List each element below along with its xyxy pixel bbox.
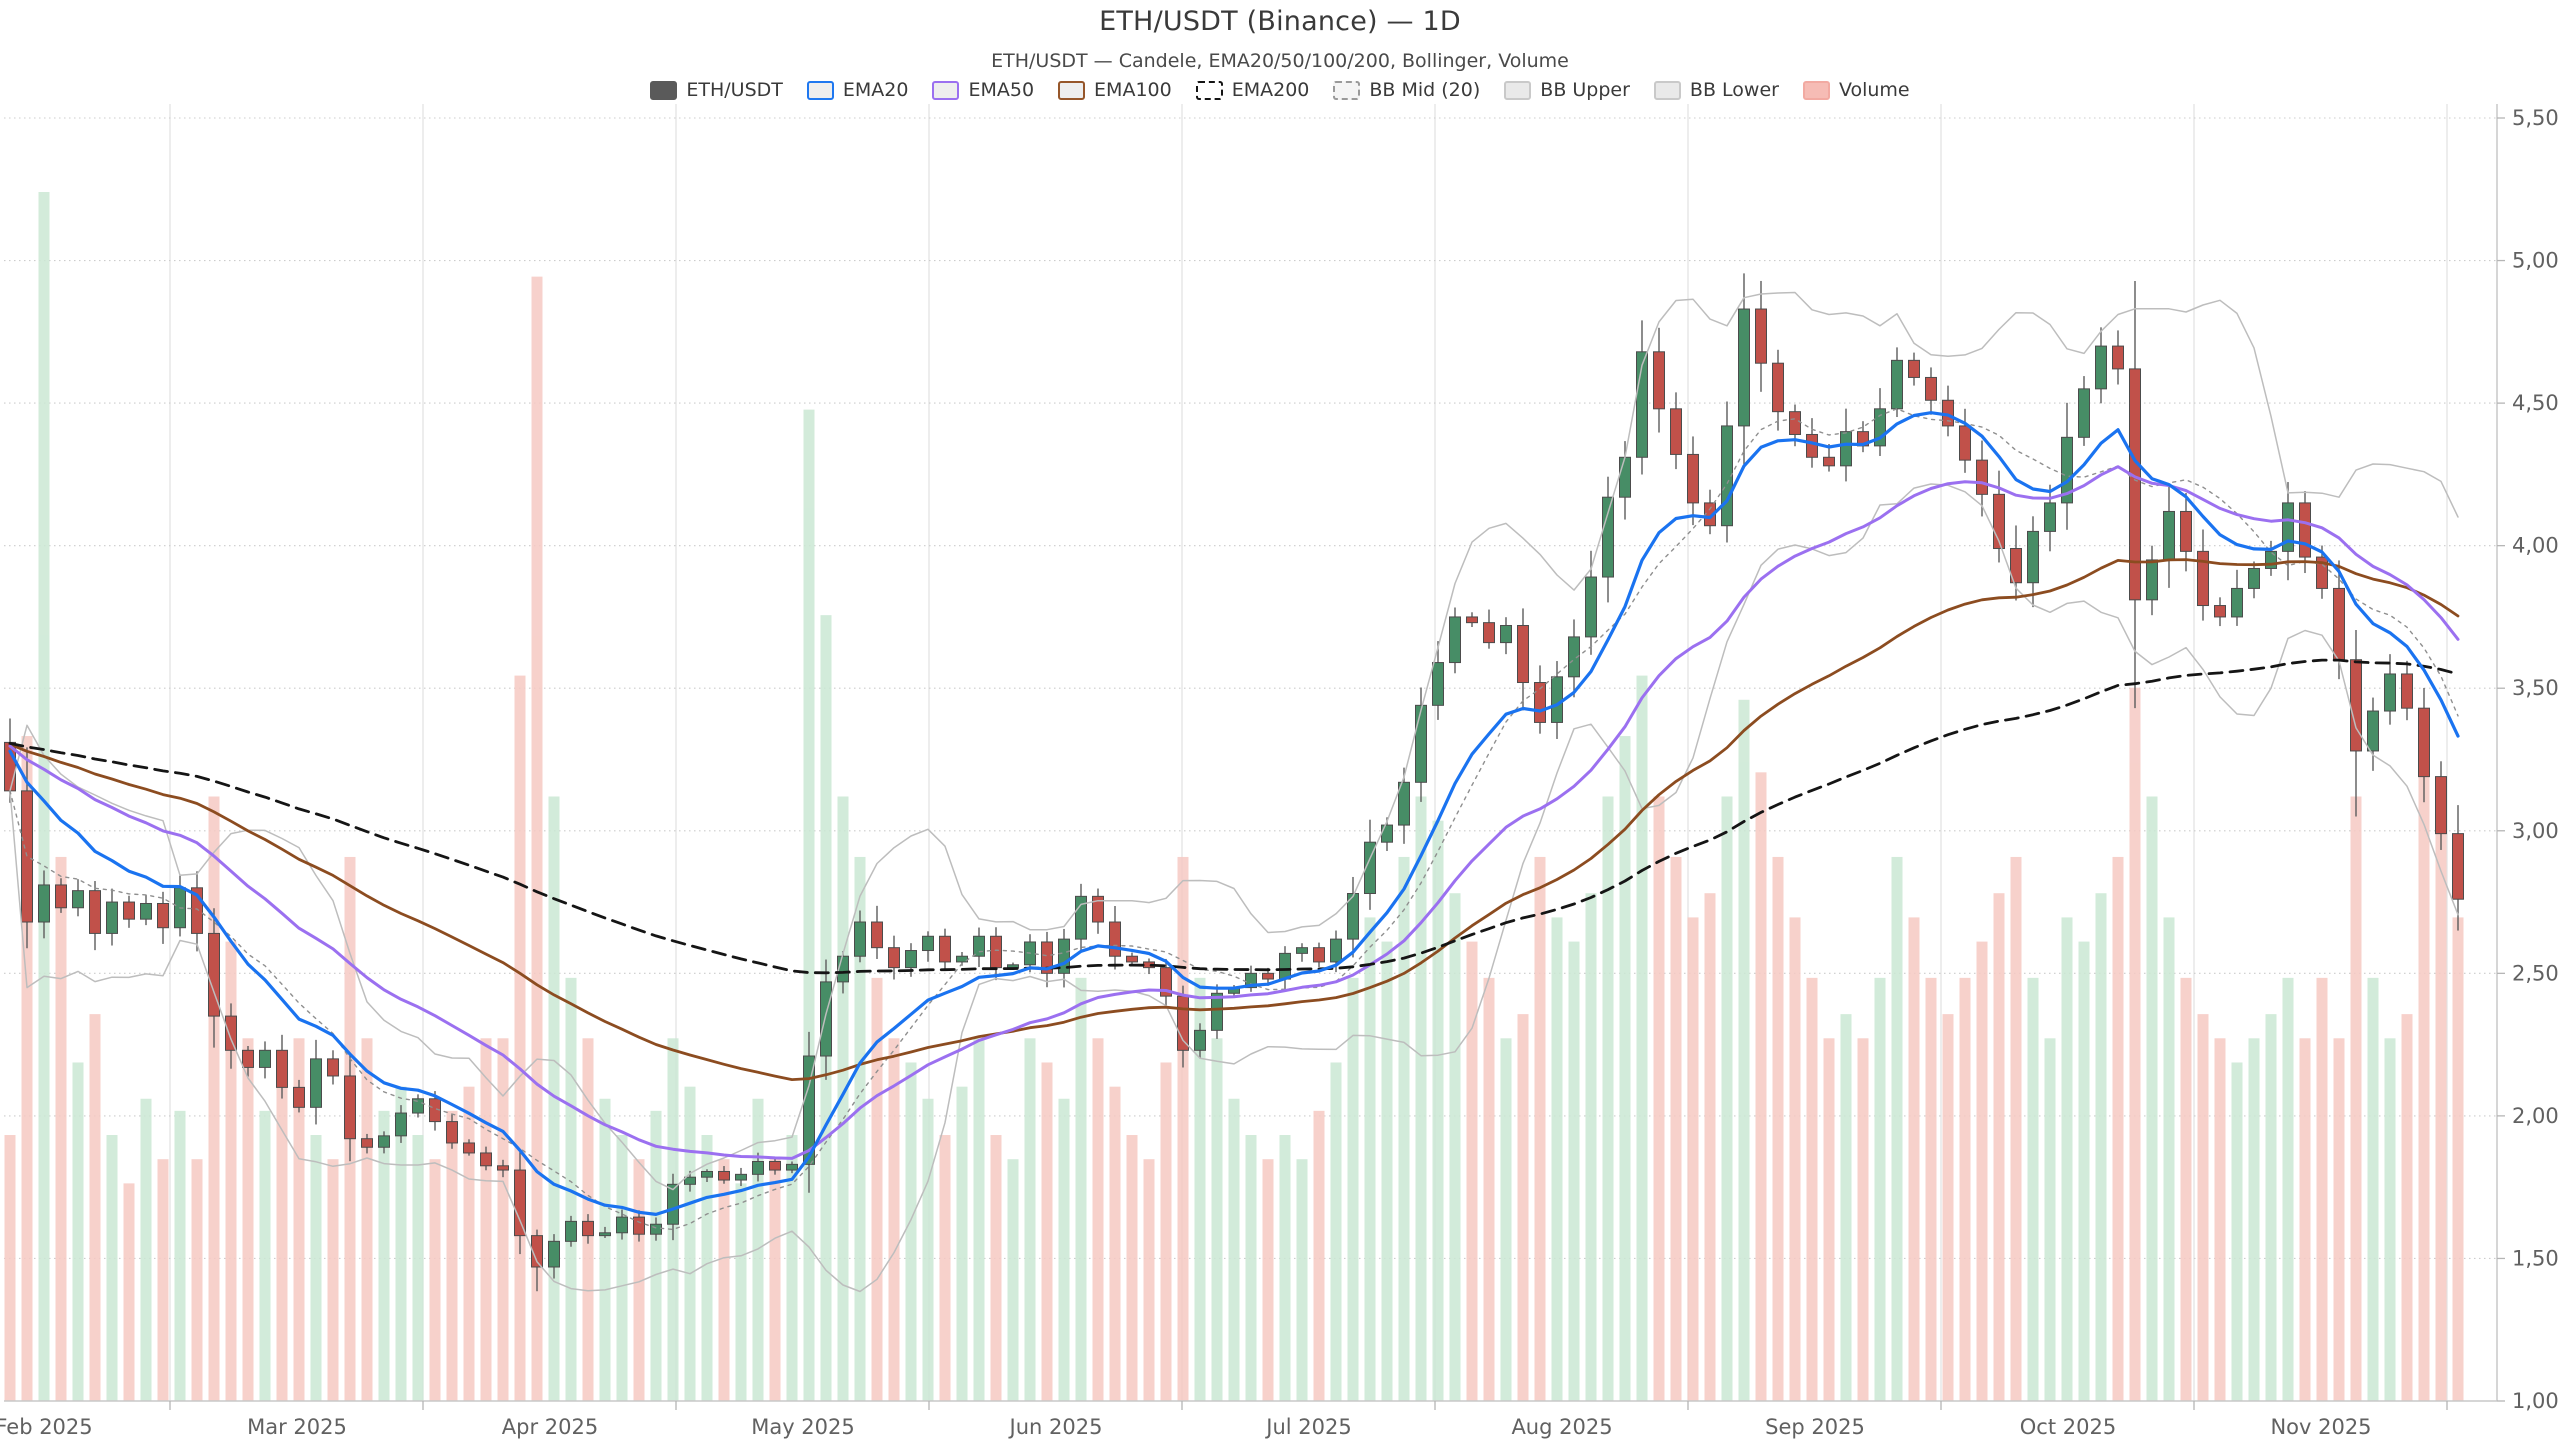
legend-item-ema50: EMA50 (932, 79, 1034, 101)
legend-swatch-ema20 (806, 80, 834, 100)
legend-swatch-volume (1802, 80, 1830, 100)
svg-text:2,500: 2,500 (2512, 961, 2560, 985)
legend-item-bbupper: BB Upper (1504, 79, 1630, 101)
y-axis-labels: 1,000 1,500 2,000 2,500 3,000 3,500 4,000 4,500… (2497, 106, 2560, 1413)
svg-text:Sep 2025: Sep 2025 (1765, 1415, 1865, 1439)
svg-text:Jun 2025: Jun 2025 (1008, 1415, 1103, 1439)
legend-swatch-ema200 (1195, 80, 1223, 100)
legend-item-ema200: EMA200 (1195, 79, 1310, 101)
svg-text:Jul 2025: Jul 2025 (1264, 1415, 1351, 1439)
legend-label-bblower: BB Lower (1689, 79, 1779, 101)
svg-text:3,000: 3,000 (2512, 819, 2560, 843)
bb-lower-line (9, 483, 2459, 1293)
legend-swatch-bbmid (1333, 80, 1361, 100)
volume-bars (4, 192, 2464, 1401)
svg-text:Apr 2025: Apr 2025 (502, 1415, 598, 1439)
legend-label-ema50: EMA50 (968, 79, 1035, 101)
svg-text:Oct 2025: Oct 2025 (2020, 1415, 2116, 1439)
page-title: ETH/USDT (Binance) — 1D (1099, 6, 1461, 37)
svg-text:5,500: 5,500 (2512, 106, 2560, 130)
legend-label-bbupper: BB Upper (1540, 79, 1630, 101)
svg-text:3,500: 3,500 (2512, 676, 2560, 700)
svg-text:May 2025: May 2025 (751, 1415, 855, 1439)
legend-item-bblower: BB Lower (1653, 79, 1779, 101)
ema100-line (8, 558, 2460, 1081)
legend-swatch-ethusdt (650, 80, 678, 100)
legend-label-volume: Volume (1838, 79, 1910, 101)
svg-text:Aug 2025: Aug 2025 (1511, 1415, 1612, 1439)
svg-text:1,000: 1,000 (2512, 1389, 2560, 1413)
legend-item-ema100: EMA100 (1058, 79, 1172, 101)
svg-text:Mar 2025: Mar 2025 (247, 1415, 347, 1439)
svg-text:1,500: 1,500 (2512, 1246, 2560, 1270)
legend: ETH/USDT EMA20 EMA50 EMA100 EMA200 BB Mid (20… (0, 79, 2560, 101)
ema200-line (8, 658, 2460, 975)
axes (4, 104, 2498, 1402)
legend-item-ema20: EMA20 (806, 79, 909, 101)
legend-item-bbmid: BB Mid (20) (1333, 79, 1480, 101)
svg-text:5,000: 5,000 (2512, 249, 2560, 273)
chart-subtitle: ETH/USDT — Candele, EMA20/50/100/200, Bo… (991, 50, 1569, 72)
svg-text:Feb 2025: Feb 2025 (0, 1415, 93, 1439)
svg-text:4,000: 4,000 (2512, 534, 2560, 558)
legend-item-volume: Volume (1802, 79, 1910, 101)
legend-label-ethusdt: ETH/USDT (686, 79, 783, 101)
legend-label-ema20: EMA20 (842, 79, 909, 101)
candles-layer (4, 273, 2464, 1292)
ema20-line (8, 411, 2460, 1217)
ema50-line (8, 465, 2460, 1160)
legend-swatch-ema100 (1058, 80, 1086, 100)
legend-label-ema200: EMA200 (1231, 79, 1310, 101)
bb-upper-line (9, 291, 2459, 1191)
legend-swatch-bblower (1653, 80, 1681, 100)
horizontal-gridlines (4, 117, 2497, 1259)
legend-item-ethusdt: ETH/USDT (650, 79, 783, 101)
legend-label-ema100: EMA100 (1094, 79, 1172, 101)
x-axis-labels: Feb 2025 Mar 2025 Apr 2025 May 2025 Jun 2025… (0, 1401, 2448, 1439)
legend-swatch-ema50 (932, 80, 960, 100)
svg-text:2,000: 2,000 (2512, 1104, 2560, 1128)
svg-text:Nov 2025: Nov 2025 (2270, 1415, 2371, 1439)
svg-text:4,500: 4,500 (2512, 391, 2560, 415)
legend-label-bbmid: BB Mid (20) (1369, 79, 1481, 101)
legend-swatch-bbupper (1504, 80, 1532, 100)
bb-mid-line (9, 408, 2459, 1231)
